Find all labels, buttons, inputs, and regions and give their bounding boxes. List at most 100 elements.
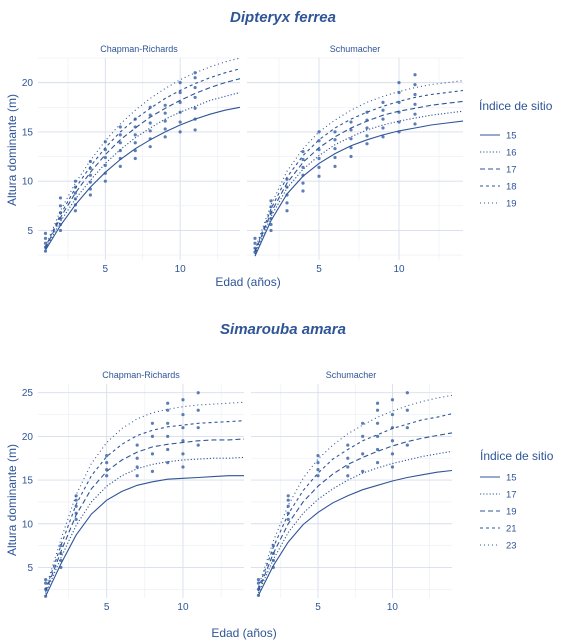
data-point (150, 452, 155, 456)
data-point (163, 135, 167, 139)
data-point (135, 443, 139, 447)
data-point (58, 196, 63, 200)
data-point (105, 461, 109, 465)
data-point (413, 122, 417, 126)
data-point (150, 421, 155, 425)
data-point (316, 474, 320, 478)
data-point (118, 149, 122, 153)
data-point (181, 439, 185, 443)
data-point (413, 102, 417, 106)
facet-chapman-richards: Chapman-Richards 5 10 5 10 15 20 25 (22, 370, 245, 613)
facet-schumacher: Schumacher 5 10 (247, 44, 464, 275)
legend-label: 15 (506, 131, 517, 142)
data-point (381, 100, 385, 104)
panel-background (38, 58, 240, 260)
data-point (375, 461, 380, 465)
y-tick-label: 25 (22, 388, 34, 399)
legend-label: 19 (506, 507, 517, 518)
data-point (43, 231, 48, 235)
data-point (397, 120, 401, 124)
data-point (375, 434, 380, 439)
y-tick-label: 10 (22, 519, 34, 530)
site-index-curve-16 (254, 110, 464, 255)
data-point (88, 193, 92, 197)
data-point (148, 121, 152, 125)
data-point (381, 126, 385, 130)
data-point (390, 465, 395, 469)
facet-title: Schumacher (326, 370, 377, 380)
data-point (103, 155, 107, 160)
x-tick-label: 10 (387, 602, 399, 613)
facet-chapman-richards: Chapman-Richards 5 10 5 10 15 20 (22, 44, 241, 275)
y-axis-title: Altura dominante (m) (5, 94, 19, 206)
data-point (163, 119, 167, 123)
data-point (333, 130, 337, 134)
data-point (316, 461, 320, 465)
data-point (365, 126, 369, 130)
data-point (405, 443, 409, 447)
y-tick-label: 20 (22, 432, 34, 443)
x-tick-label: 5 (103, 264, 109, 275)
site-index-curve-15 (254, 120, 464, 257)
data-point (166, 434, 170, 439)
data-point (375, 447, 380, 452)
data-point (301, 181, 305, 185)
data-point (181, 426, 185, 430)
data-point (256, 578, 261, 582)
plot-panel: 5 10 (251, 384, 453, 613)
data-point (413, 112, 417, 116)
data-point (390, 439, 395, 443)
legend-items: 15 17 19 21 23 (480, 473, 517, 552)
data-point (74, 504, 78, 508)
y-tick-label: 20 (22, 78, 34, 89)
plot-panel: 5 10 5 10 15 20 25 (22, 384, 245, 613)
data-point (43, 241, 48, 245)
y-tick-label: 5 (27, 226, 33, 237)
data-point (317, 174, 321, 178)
data-point (413, 73, 417, 77)
chart-dipteryx: Dipteryx ferrea Chapman-Richards 5 10 5 10 1… (5, 9, 553, 289)
data-point (316, 468, 320, 472)
data-point (181, 452, 185, 456)
data-point (118, 141, 122, 145)
site-index-curve-18 (254, 89, 464, 252)
data-point (375, 401, 380, 405)
data-point (253, 236, 257, 240)
data-point (196, 426, 200, 430)
data-point (346, 474, 350, 478)
data-point (178, 120, 182, 124)
legend: Índice de sitio 15 17 19 21 23 (480, 448, 554, 552)
panel-background (247, 58, 463, 260)
data-point (181, 465, 185, 469)
data-point (349, 128, 353, 132)
data-point (150, 434, 155, 439)
data-point (166, 408, 170, 412)
site-index-curve-17 (257, 450, 453, 594)
data-point (375, 408, 380, 412)
data-point (43, 249, 48, 253)
chart-title: Dipteryx ferrea (230, 9, 336, 26)
data-point (193, 76, 197, 80)
legend-label: 21 (506, 524, 517, 535)
data-point (317, 165, 321, 169)
data-point (196, 391, 200, 395)
site-index-curve-19 (257, 432, 453, 592)
data-point (361, 421, 365, 425)
data-point (349, 146, 353, 150)
data-point (105, 454, 109, 458)
data-point (148, 113, 152, 117)
x-tick-label: 10 (177, 602, 189, 613)
data-point (73, 191, 78, 195)
data-point (148, 129, 152, 133)
data-point (269, 228, 273, 233)
data-point (405, 408, 409, 412)
x-tick-label: 5 (315, 602, 321, 613)
legend-label: 19 (506, 199, 517, 210)
data-point (349, 120, 353, 124)
y-tick-label: 15 (22, 476, 34, 487)
y-tick-label: 15 (22, 127, 34, 138)
facet-title: Chapman-Richards (100, 44, 178, 54)
data-point (286, 494, 290, 498)
data-point (253, 241, 257, 245)
